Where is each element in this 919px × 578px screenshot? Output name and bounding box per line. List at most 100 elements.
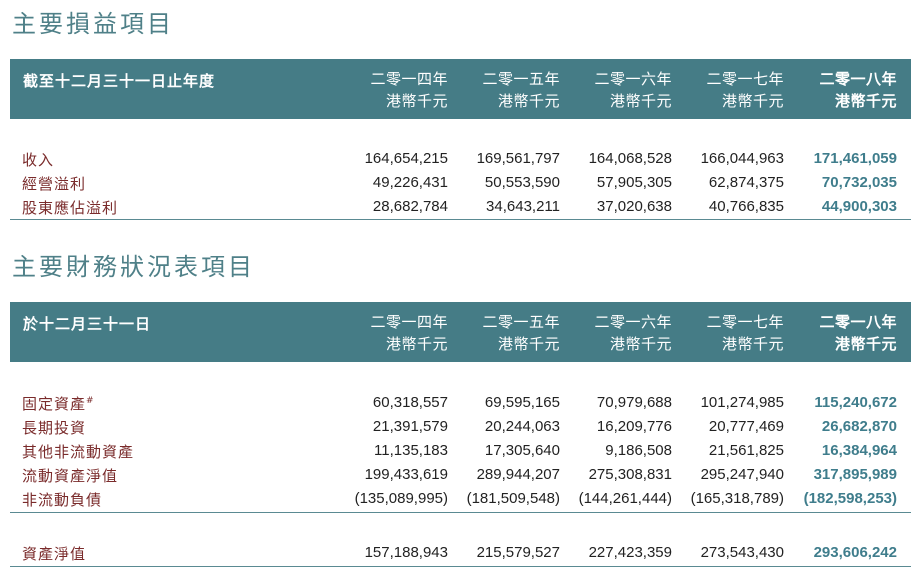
table-row: 長期投資 21,391,579 20,244,063 16,209,776 20… — [0, 415, 919, 439]
cell-value: 273,543,430 — [700, 544, 784, 561]
row-label: 其他非流動資產 — [22, 443, 135, 461]
table-row: 固定資產# 60,318,557 69,595,165 70,979,688 1… — [0, 391, 919, 415]
cell-value: 101,274,985 — [700, 394, 784, 411]
cell-value: 164,068,528 — [588, 150, 672, 167]
income-year-col-2014: 二零一四年港幣千元 — [338, 68, 448, 112]
cell-value: 28,682,784 — [372, 198, 448, 215]
table-row: 股東應佔溢利 28,682,784 34,643,211 37,020,638 … — [0, 195, 919, 219]
table-row: 其他非流動資產 11,135,183 17,305,640 9,186,508 … — [0, 439, 919, 463]
year-label: 二零一四年 — [370, 70, 448, 88]
cell-value: 289,944,207 — [476, 466, 560, 483]
unit-label: 港幣千元 — [834, 335, 897, 353]
unit-label: 港幣千元 — [497, 335, 560, 353]
cell-value-current: 293,606,242 — [813, 544, 897, 561]
cell-value: (165,318,789) — [690, 490, 784, 507]
income-year-col-2016: 二零一六年港幣千元 — [562, 68, 672, 112]
year-label: 二零一七年 — [706, 313, 784, 331]
cell-value: 11,135,183 — [374, 442, 448, 459]
cell-value: 157,188,943 — [364, 544, 448, 561]
cell-value: 37,020,638 — [596, 198, 672, 215]
cell-value: (144,261,444) — [578, 490, 672, 507]
income-period-label: 截至十二月三十一日止年度 — [23, 72, 216, 90]
unit-label: 港幣千元 — [385, 92, 448, 110]
balance-bottom-rule — [10, 566, 911, 567]
income-header-band: 截至十二月三十一日止年度 二零一四年港幣千元 二零一五年港幣千元 二零一六年港幣… — [10, 59, 911, 119]
balance-header-band: 於十二月三十一日 二零一四年港幣千元 二零一五年港幣千元 二零一六年港幣千元 二… — [10, 302, 911, 362]
cell-value: 17,305,640 — [484, 442, 560, 459]
unit-label: 港幣千元 — [721, 92, 784, 110]
cell-value-current: 44,900,303 — [821, 198, 897, 215]
cell-value: 275,308,831 — [588, 466, 672, 483]
row-label: 固定資產# — [22, 393, 94, 414]
cell-value: 199,433,619 — [364, 466, 448, 483]
cell-value-current: 115,240,672 — [814, 394, 897, 411]
row-label: 收入 — [22, 151, 55, 169]
cell-value: 21,391,579 — [372, 418, 448, 435]
cell-value: 70,979,688 — [596, 394, 672, 411]
unit-label: 港幣千元 — [721, 335, 784, 353]
balance-date-label: 於十二月三十一日 — [23, 315, 152, 333]
cell-value: (181,509,548) — [466, 490, 560, 507]
table-row: 流動資產淨值 199,433,619 289,944,207 275,308,8… — [0, 463, 919, 487]
year-label: 二零一八年 — [819, 313, 897, 331]
year-label: 二零一六年 — [594, 313, 672, 331]
cell-value: 9,186,508 — [605, 442, 672, 459]
income-section-title: 主要損益項目 — [12, 10, 174, 38]
balance-section-title: 主要財務狀況表項目 — [12, 253, 255, 281]
year-label: 二零一五年 — [482, 70, 560, 88]
cell-value: 166,044,963 — [700, 150, 784, 167]
table-row: 非流動負債 (135,089,995) (181,509,548) (144,2… — [0, 487, 919, 511]
balance-year-col-2015: 二零一五年港幣千元 — [450, 311, 560, 355]
footnote-marker: # — [86, 396, 94, 406]
unit-label: 港幣千元 — [609, 335, 672, 353]
cell-value-current: 26,682,870 — [821, 418, 897, 435]
cell-value: 40,766,835 — [708, 198, 784, 215]
row-label: 非流動負債 — [22, 491, 103, 509]
balance-year-col-2014: 二零一四年港幣千元 — [338, 311, 448, 355]
balance-year-col-2016: 二零一六年港幣千元 — [562, 311, 672, 355]
balance-year-col-2017: 二零一七年港幣千元 — [674, 311, 784, 355]
cell-value: 69,595,165 — [484, 394, 560, 411]
cell-value: 164,654,215 — [364, 150, 448, 167]
total-row: 資產淨值 157,188,943 215,579,527 227,423,359… — [0, 541, 919, 565]
unit-label: 港幣千元 — [497, 92, 560, 110]
row-label: 經營溢利 — [22, 175, 87, 193]
cell-value: 50,553,590 — [484, 174, 560, 191]
row-label-text: 固定資產 — [22, 395, 87, 413]
unit-label: 港幣千元 — [609, 92, 672, 110]
total-label: 資產淨值 — [22, 545, 87, 563]
year-label: 二零一六年 — [594, 70, 672, 88]
table-row: 經營溢利 49,226,431 50,553,590 57,905,305 62… — [0, 171, 919, 195]
cell-value: (135,089,995) — [354, 490, 448, 507]
cell-value-current: 317,895,989 — [813, 466, 897, 483]
income-bottom-rule — [10, 219, 911, 220]
unit-label: 港幣千元 — [834, 92, 897, 110]
cell-value: 60,318,557 — [372, 394, 448, 411]
row-label: 流動資產淨值 — [22, 467, 119, 485]
table-row: 收入 164,654,215 169,561,797 164,068,528 1… — [0, 147, 919, 171]
year-label: 二零一七年 — [706, 70, 784, 88]
cell-value: 34,643,211 — [486, 198, 560, 215]
cell-value-current: (182,598,253) — [803, 490, 897, 507]
balance-subtotal-rule — [10, 512, 911, 513]
cell-value-current: 171,461,059 — [813, 150, 897, 167]
year-label: 二零一四年 — [370, 313, 448, 331]
cell-value: 20,777,469 — [708, 418, 784, 435]
row-label: 長期投資 — [22, 419, 87, 437]
income-year-col-2018: 二零一八年港幣千元 — [787, 68, 897, 112]
income-year-col-2017: 二零一七年港幣千元 — [674, 68, 784, 112]
cell-value: 16,209,776 — [596, 418, 672, 435]
cell-value: 62,874,375 — [708, 174, 784, 191]
cell-value: 227,423,359 — [588, 544, 672, 561]
unit-label: 港幣千元 — [385, 335, 448, 353]
row-label: 股東應佔溢利 — [22, 199, 119, 217]
cell-value: 215,579,527 — [476, 544, 560, 561]
year-label: 二零一八年 — [819, 70, 897, 88]
cell-value: 21,561,825 — [708, 442, 784, 459]
cell-value: 169,561,797 — [476, 150, 560, 167]
cell-value: 49,226,431 — [372, 174, 448, 191]
cell-value: 295,247,940 — [700, 466, 784, 483]
cell-value-current: 70,732,035 — [821, 174, 897, 191]
year-label: 二零一五年 — [482, 313, 560, 331]
cell-value: 20,244,063 — [484, 418, 560, 435]
